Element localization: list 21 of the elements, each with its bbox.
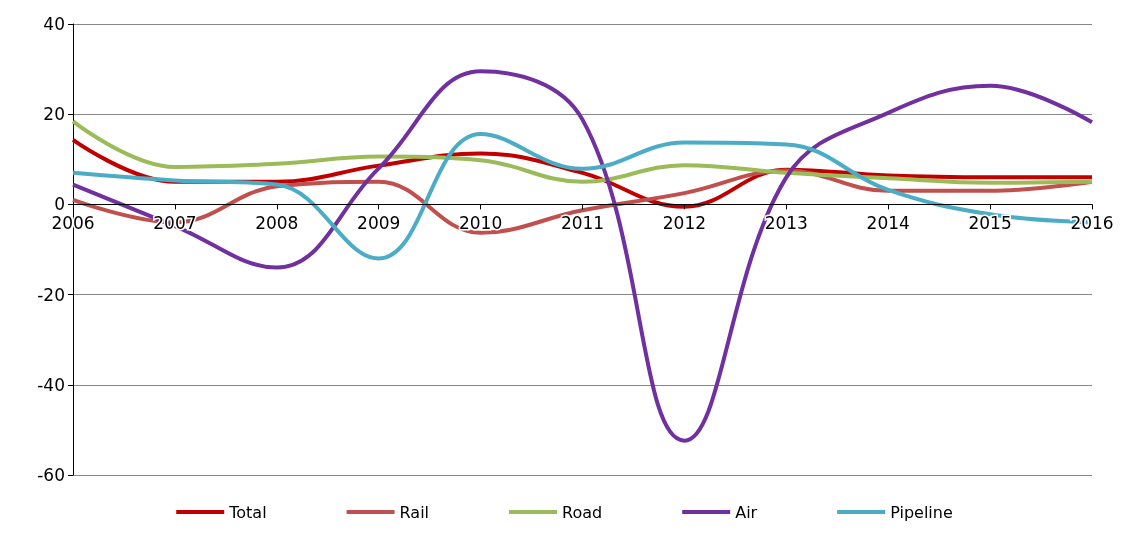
- legend-label: Pipeline: [890, 502, 953, 522]
- y-tick-label: -20: [37, 284, 65, 305]
- legend-label: Rail: [399, 502, 430, 522]
- y-tick-label: -40: [37, 374, 65, 395]
- y-tick-label: 20: [43, 104, 65, 125]
- y-tick-label: 40: [43, 14, 65, 34]
- x-tick-label: 2014: [866, 212, 910, 233]
- x-tick-label: 2015: [968, 212, 1012, 233]
- x-tick-label: 2012: [662, 212, 707, 233]
- legend-label: Total: [228, 502, 267, 522]
- x-tick-label: 2011: [560, 212, 605, 233]
- x-tick-label: 2013: [764, 212, 808, 233]
- y-tick-label: -60: [37, 465, 65, 485]
- legend-label: Air: [735, 502, 758, 522]
- x-tick-label: 2016: [1070, 212, 1114, 233]
- x-tick-label: 2009: [357, 212, 401, 233]
- y-tick-label: 0: [54, 194, 65, 215]
- legend-label: Road: [562, 502, 603, 522]
- x-tick-label: 2010: [458, 212, 503, 233]
- line-series: [71, 119, 1094, 185]
- x-tick-label: 2008: [255, 212, 299, 233]
